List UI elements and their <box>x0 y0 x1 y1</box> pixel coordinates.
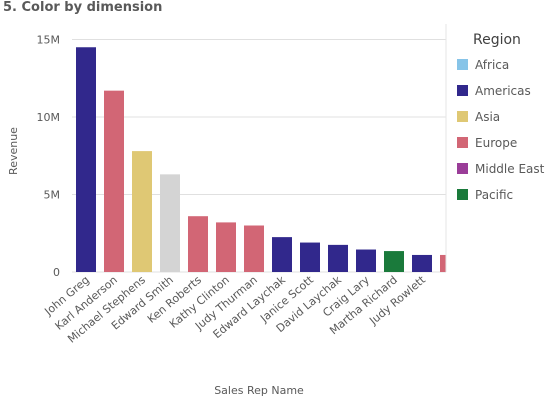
legend-label: Africa <box>475 58 509 72</box>
bar[interactable] <box>356 249 376 272</box>
bar[interactable] <box>104 90 124 273</box>
legend-label: Americas <box>475 84 531 98</box>
bar[interactable] <box>440 254 446 272</box>
bar[interactable] <box>188 216 208 272</box>
legend-swatch <box>457 111 468 122</box>
legend-label: Middle East <box>475 162 545 176</box>
y-tick-label: 0 <box>53 266 60 279</box>
legend-swatch <box>457 163 468 174</box>
bar[interactable] <box>76 47 96 272</box>
legend-swatch <box>457 59 468 70</box>
legend-swatch <box>457 137 468 148</box>
legend-swatch <box>457 189 468 200</box>
y-axis-title: Revenue <box>7 127 20 175</box>
legend: Africa Americas Asia Europe Middle East Pacif… <box>457 58 545 202</box>
y-tick-label: 15M <box>37 34 61 47</box>
bar[interactable] <box>328 244 348 272</box>
chart-title: 5. Color by dimension <box>3 0 163 15</box>
y-tick-label: 10M <box>37 111 61 124</box>
legend-swatch <box>457 85 468 96</box>
bar[interactable] <box>216 222 236 272</box>
bar[interactable] <box>244 225 264 273</box>
bars <box>76 47 446 273</box>
y-tick-label: 5M <box>44 189 61 202</box>
legend-title: Region <box>473 32 521 48</box>
bar[interactable] <box>412 254 432 272</box>
bar[interactable] <box>384 251 404 272</box>
bar[interactable] <box>272 237 292 272</box>
legend-label: Pacific <box>475 188 513 202</box>
legend-label: Asia <box>475 110 500 124</box>
legend-label: Europe <box>475 136 517 150</box>
bar[interactable] <box>132 151 152 272</box>
y-axis-ticks: 0 5M 10M 15M <box>37 34 61 280</box>
bar[interactable] <box>300 242 320 272</box>
x-axis-title: Sales Rep Name <box>214 384 304 397</box>
bar[interactable] <box>160 174 180 272</box>
